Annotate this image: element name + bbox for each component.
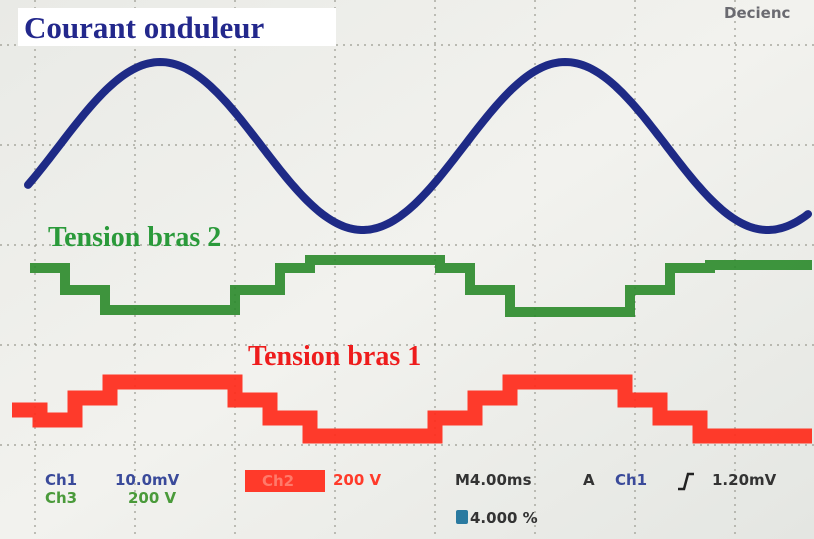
ch3-scale: 200 V (128, 489, 177, 507)
arm2-label: Tension bras 2 (48, 222, 221, 253)
arm1-label: Tension bras 1 (248, 341, 421, 372)
trigger-slope-icon (678, 472, 694, 491)
ch2-label: Ch2 (262, 472, 294, 490)
current-trace (24, 57, 812, 234)
ch2-box (245, 470, 325, 492)
ch1-label: Ch1 (45, 471, 77, 489)
arm2-trace (30, 255, 812, 317)
ch2-scale: 200 V (333, 471, 382, 489)
current-label: Courant onduleur (24, 10, 265, 45)
label-box (18, 8, 336, 46)
ch1-scale: 10.0mV (115, 471, 180, 489)
timebase: M4.00ms (455, 471, 532, 489)
trigger-level: 1.20mV (712, 471, 777, 489)
trigger-mode: A (583, 471, 595, 489)
measurement: 4.000 % (470, 509, 538, 527)
measure-icon (456, 510, 468, 524)
ch3-label: Ch3 (45, 489, 77, 507)
trigger-channel: Ch1 (615, 471, 647, 489)
trigger-status: Decienc (724, 4, 790, 22)
arm1-trace (12, 374, 812, 444)
